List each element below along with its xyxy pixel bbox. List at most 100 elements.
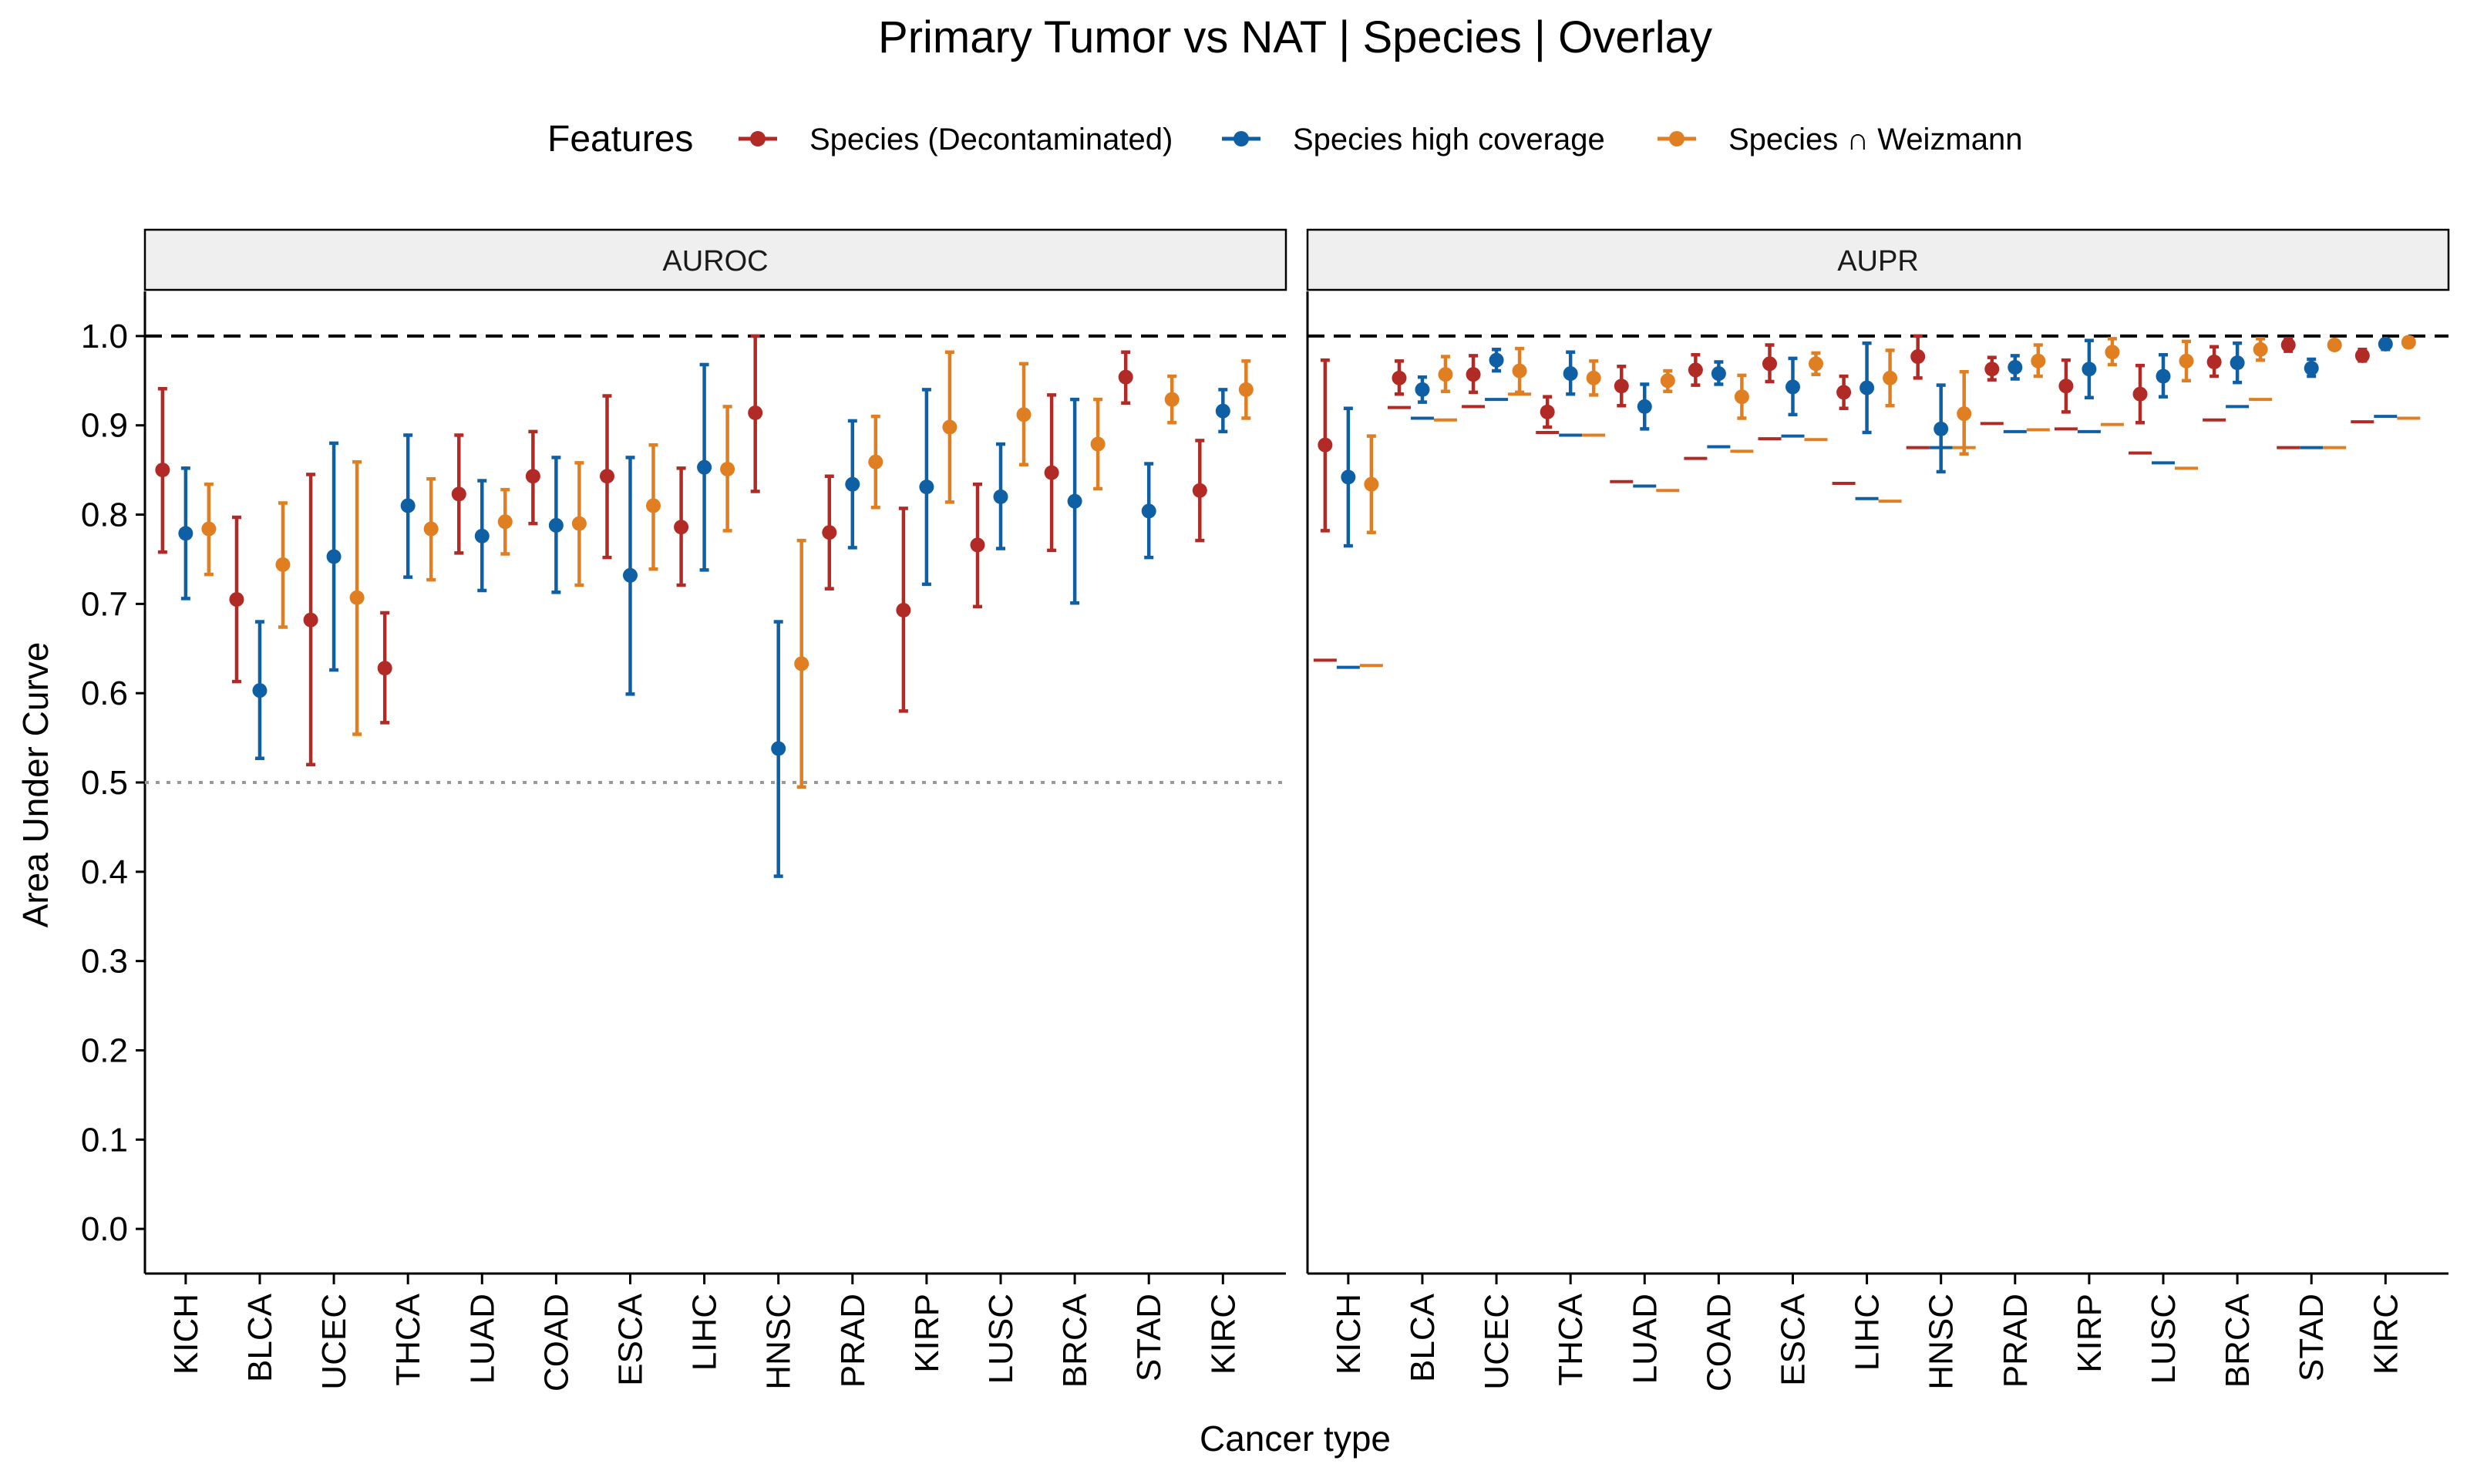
y-tick-label: 0.8 bbox=[81, 496, 128, 534]
data-point bbox=[349, 590, 365, 605]
data-point bbox=[497, 514, 513, 530]
x-tick-label: KIRP bbox=[2071, 1294, 2109, 1373]
data-point bbox=[1762, 356, 1777, 372]
y-axis-title: Area Under Curve bbox=[15, 642, 56, 928]
data-point bbox=[794, 656, 809, 671]
data-point bbox=[1318, 437, 1333, 453]
y-tick-label: 0.9 bbox=[81, 407, 128, 445]
panel-aupr: AUPR KICH BLCA UCEC THCA LUAD COAD ESCA LIHC HNSC… bbox=[1306, 228, 2450, 1391]
data-point bbox=[2206, 354, 2222, 369]
x-axis-title: Cancer type bbox=[1200, 1418, 1391, 1459]
data-point bbox=[1141, 503, 1156, 519]
x-tick-label: ESCA bbox=[611, 1293, 649, 1385]
series-0 bbox=[1313, 334, 2374, 662]
data-point bbox=[845, 476, 860, 492]
x-tick-label: UCEC bbox=[315, 1294, 353, 1390]
data-point bbox=[1044, 465, 1059, 480]
x-tick-label: KIRC bbox=[1204, 1294, 1242, 1375]
x-tick-label: KICH bbox=[167, 1294, 205, 1375]
data-point bbox=[1364, 476, 1379, 492]
data-point bbox=[474, 528, 490, 543]
legend-item: Species (Decontaminated) bbox=[739, 123, 1173, 156]
x-tick-label: ESCA bbox=[1774, 1293, 1812, 1385]
data-point bbox=[1785, 379, 1800, 395]
data-point bbox=[674, 520, 689, 535]
y-tick-label: 0.1 bbox=[81, 1121, 128, 1159]
panel-strip bbox=[1306, 228, 2450, 291]
data-point bbox=[1512, 363, 1527, 379]
data-point bbox=[1341, 469, 1356, 485]
data-point bbox=[1192, 483, 1207, 498]
x-tick-label: STAD bbox=[1130, 1294, 1168, 1381]
x-tick-label: LUAD bbox=[1626, 1294, 1664, 1384]
y-tick-label: 0.3 bbox=[81, 943, 128, 981]
data-point bbox=[970, 537, 985, 553]
x-tick-label: STAD bbox=[2293, 1294, 2331, 1381]
legend-title: Features bbox=[547, 119, 693, 160]
series-1 bbox=[1336, 336, 2398, 669]
panel-auroc: AUROC 0.0 0.1 0.2 0.3 0.4 0.5 0.6 0.7 0.8 0.9 1.0 KI… bbox=[81, 228, 1287, 1391]
data-point bbox=[275, 557, 291, 572]
x-tick-label: LIHC bbox=[1849, 1294, 1886, 1371]
data-point bbox=[1734, 389, 1749, 405]
x-tick-label: PRAD bbox=[1997, 1294, 2035, 1388]
legend-label: Species high coverage bbox=[1293, 123, 1605, 156]
data-point bbox=[771, 741, 786, 756]
data-point bbox=[1808, 356, 1823, 372]
data-point bbox=[993, 489, 1008, 504]
data-point bbox=[2132, 386, 2148, 402]
data-point bbox=[2304, 361, 2319, 376]
data-point bbox=[1016, 407, 1032, 422]
data-point bbox=[822, 525, 837, 540]
chart-title: Primary Tumor vs NAT | Species | Overlay bbox=[878, 12, 1712, 62]
data-point bbox=[1586, 370, 1601, 385]
data-point bbox=[2082, 362, 2097, 377]
legend-key-point bbox=[1234, 131, 1249, 146]
data-point bbox=[720, 461, 735, 476]
panels: AUROC 0.0 0.1 0.2 0.3 0.4 0.5 0.6 0.7 0.8 0.9 1.0 KI… bbox=[81, 228, 2450, 1391]
data-point bbox=[2179, 353, 2194, 368]
data-point bbox=[2105, 345, 2120, 360]
data-point bbox=[2156, 368, 2171, 384]
x-tick-label: KIRC bbox=[2367, 1294, 2405, 1375]
data-point bbox=[155, 463, 170, 478]
legend-key-point bbox=[1669, 131, 1684, 146]
y-tick-label: 0.4 bbox=[81, 853, 128, 891]
data-point bbox=[1438, 367, 1453, 382]
y-tick-label: 0.5 bbox=[81, 764, 128, 802]
data-point bbox=[548, 517, 564, 533]
data-point bbox=[599, 469, 614, 484]
y-tick-label: 0.2 bbox=[81, 1031, 128, 1069]
x-tick-label: UCEC bbox=[1478, 1294, 1516, 1390]
data-point bbox=[1215, 403, 1230, 419]
data-point bbox=[326, 549, 342, 564]
data-point bbox=[1984, 362, 2000, 377]
data-point bbox=[2354, 348, 2370, 363]
x-tick-label: COAD bbox=[537, 1294, 575, 1391]
data-point bbox=[229, 592, 244, 607]
panel-strip-label: AUPR bbox=[1837, 245, 1919, 278]
series-2 bbox=[1359, 335, 2421, 668]
x-tick-label: THCA bbox=[1552, 1293, 1590, 1385]
data-point bbox=[868, 454, 883, 469]
x-tick-label: LUSC bbox=[982, 1294, 1020, 1384]
data-point bbox=[1614, 379, 1629, 394]
x-tick-label: LUSC bbox=[2145, 1294, 2183, 1384]
data-point bbox=[697, 459, 712, 475]
x-tick-label: COAD bbox=[1700, 1294, 1738, 1391]
data-point bbox=[178, 526, 194, 541]
data-point bbox=[377, 661, 392, 676]
series-0 bbox=[155, 334, 1207, 767]
data-point bbox=[1660, 373, 1675, 389]
legend-item: Species high coverage bbox=[1222, 123, 1605, 156]
data-point bbox=[1883, 370, 1898, 385]
data-point bbox=[2378, 336, 2393, 352]
data-point bbox=[2280, 337, 2296, 352]
x-tick-label: BRCA bbox=[1056, 1293, 1094, 1388]
data-point bbox=[748, 405, 763, 421]
data-point bbox=[896, 602, 911, 617]
data-point bbox=[400, 498, 416, 513]
